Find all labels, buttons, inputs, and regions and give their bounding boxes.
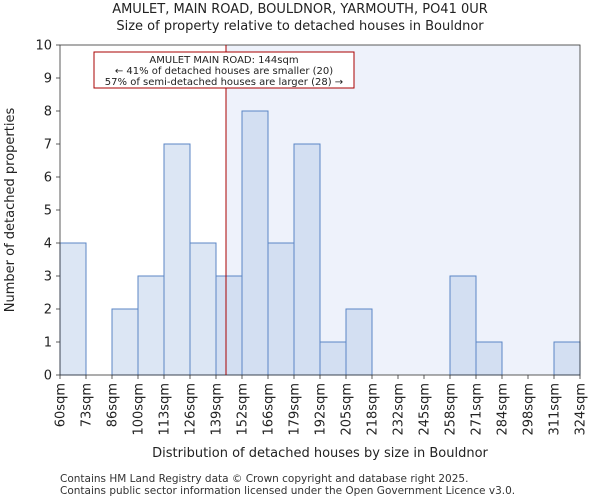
histogram-bar (59, 242, 87, 376)
x-tick-label: 245sqm (418, 383, 433, 436)
y-tick-label: 5 (44, 204, 52, 219)
footer-line-2: Contains public sector information licen… (60, 485, 516, 497)
x-tick-label: 205sqm (340, 383, 355, 436)
y-tick-label: 0 (44, 369, 52, 384)
x-tick-label: 271sqm (470, 383, 485, 436)
x-tick-label: 324sqm (574, 383, 589, 436)
chart-title: AMULET, MAIN ROAD, BOULDNOR, YARMOUTH, P… (0, 1, 600, 35)
title-line-2: Size of property relative to detached ho… (116, 19, 484, 34)
x-tick-label: 60sqm (54, 383, 69, 427)
x-tick-label: 126sqm (184, 383, 199, 436)
histogram-bar (189, 242, 217, 376)
y-tick-label: 3 (44, 270, 52, 285)
x-tick-label: 192sqm (314, 383, 329, 436)
x-tick-label: 258sqm (444, 383, 459, 436)
x-tick-label: 298sqm (522, 383, 537, 436)
histogram-chart: 0 1 2 3 4 5 6 7 8 9 10 60sqm 73sqm 86sqm 100sqm 113sqm 1… (3, 39, 589, 462)
annotation-box (93, 51, 355, 89)
histogram-bar (267, 242, 295, 376)
y-tick-label: 1 (44, 336, 52, 351)
x-tick-label: 232sqm (392, 383, 407, 436)
histogram-bar (319, 341, 347, 376)
y-tick-label: 4 (44, 237, 52, 252)
histogram-bar (345, 308, 373, 376)
x-axis-label: Distribution of detached houses by size … (152, 446, 488, 461)
x-tick-label: 73sqm (80, 383, 95, 427)
x-tick-label: 218sqm (366, 383, 381, 436)
x-tick-label: 86sqm (106, 383, 121, 427)
x-tick-label: 179sqm (288, 383, 303, 436)
y-tick-label: 6 (44, 171, 52, 186)
histogram-bar (293, 143, 321, 376)
histogram-bar (111, 308, 139, 376)
y-tick-label: 2 (44, 303, 52, 318)
histogram-bar (553, 341, 581, 376)
annotation-line-1: AMULET MAIN ROAD: 144sqm (149, 55, 298, 66)
y-tick-label: 9 (44, 72, 52, 87)
x-tick-label: 100sqm (132, 383, 147, 436)
y-tick-label: 7 (44, 138, 52, 153)
histogram-bar (137, 275, 165, 376)
x-tick-label: 311sqm (548, 383, 563, 436)
histogram-bar (475, 341, 503, 376)
annotation-line-3: 57% of semi-detached houses are larger (… (105, 77, 343, 88)
x-tick-label: 152sqm (236, 383, 251, 436)
histogram-bar (215, 275, 243, 376)
y-axis-label: Number of detached properties (3, 108, 18, 313)
histogram-bar (163, 143, 191, 376)
y-tick-label: 10 (35, 39, 52, 54)
footer-attribution: Contains HM Land Registry data © Crown c… (60, 473, 515, 497)
x-tick-label: 166sqm (262, 383, 277, 436)
x-tick-label: 284sqm (496, 383, 511, 436)
annotation-line-2: ← 41% of detached houses are smaller (20… (115, 66, 333, 77)
title-line-1: AMULET, MAIN ROAD, BOULDNOR, YARMOUTH, P… (112, 2, 488, 17)
footer-line-1: Contains HM Land Registry data © Crown c… (60, 473, 469, 485)
y-tick-label: 8 (44, 105, 52, 120)
histogram-bar (241, 110, 269, 376)
x-tick-label: 139sqm (210, 383, 225, 436)
histogram-bar (449, 275, 477, 376)
x-tick-label: 113sqm (158, 383, 173, 436)
